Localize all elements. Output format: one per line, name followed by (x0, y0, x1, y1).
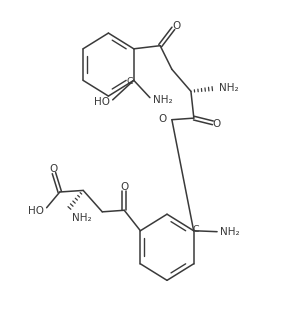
Text: O: O (158, 114, 167, 124)
Text: NH₂: NH₂ (219, 83, 239, 93)
Text: C: C (193, 225, 199, 234)
Text: O: O (173, 21, 181, 31)
Text: O: O (213, 119, 221, 129)
Text: NH₂: NH₂ (154, 95, 173, 105)
Text: HO: HO (94, 97, 110, 107)
Text: O: O (121, 182, 129, 192)
Text: C: C (127, 77, 134, 86)
Text: O: O (49, 164, 57, 174)
Text: NH₂: NH₂ (72, 213, 92, 223)
Text: NH₂: NH₂ (220, 227, 240, 237)
Text: HO: HO (28, 206, 44, 216)
